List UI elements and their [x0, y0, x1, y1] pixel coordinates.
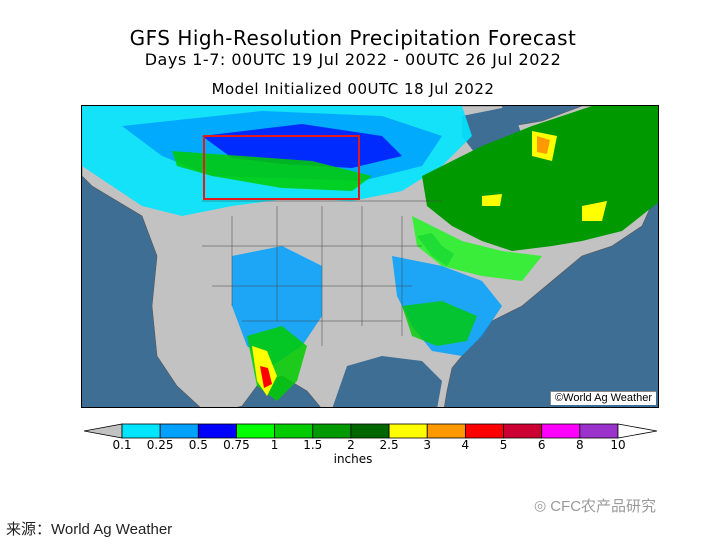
model-init-time: Model Initialized 00UTC 18 Jul 2022 — [211, 80, 495, 98]
legend-swatch — [579, 423, 619, 439]
legend-bar — [84, 423, 658, 439]
legend-tick-label: 3 — [423, 438, 432, 452]
precipitation-map — [81, 105, 659, 408]
legend-swatch — [503, 423, 543, 439]
legend-swatch — [541, 423, 581, 439]
legend-swatch — [274, 423, 314, 439]
legend-tick-label: 0.5 — [188, 438, 208, 452]
gulf-of-mexico — [332, 356, 442, 407]
legend-tick-label: 10 — [610, 438, 626, 452]
legend-tick-label: 1 — [270, 438, 279, 452]
legend-swatch — [159, 423, 199, 439]
legend-swatch — [350, 423, 390, 439]
legend-swatch — [197, 423, 237, 439]
wechat-icon: ◎ — [534, 497, 547, 513]
legend-swatch — [464, 423, 504, 439]
color-legend — [84, 422, 658, 440]
copyright-label: ©World Ag Weather — [550, 391, 656, 405]
legend-swatch — [312, 423, 352, 439]
legend-units: inches — [333, 452, 373, 466]
source-caption: 来源：World Ag Weather — [6, 521, 173, 538]
legend-tick-label: 0.75 — [223, 438, 250, 452]
watermark: ◎ CFC农产品研究 — [534, 495, 656, 516]
legend-swatch — [426, 423, 466, 439]
legend-under-range-arrow — [84, 423, 123, 439]
legend-tick-label: 0.1 — [112, 438, 132, 452]
legend-swatch — [236, 423, 276, 439]
legend-over-range-arrow — [617, 423, 658, 439]
legend-tick-label: 0.25 — [146, 438, 174, 452]
legend-swatch — [121, 423, 161, 439]
legend-swatch — [388, 423, 428, 439]
highlighted-region-box — [203, 135, 360, 200]
legend-tick-label: 4 — [461, 438, 470, 452]
map-graphic — [82, 106, 658, 407]
legend-tick-label: 1.5 — [303, 438, 323, 452]
precip-monsoon-red — [260, 366, 272, 388]
map-title: GFS High-Resolution Precipitation Foreca… — [129, 26, 577, 50]
legend-tick-label: 2.5 — [379, 438, 399, 452]
watermark-text: CFC农产品研究 — [550, 498, 657, 515]
legend-tick-label: 5 — [499, 438, 508, 452]
legend-tick-label: 2 — [347, 438, 355, 452]
precip-lightgreen-east — [412, 216, 542, 281]
precip-orange-east — [537, 136, 550, 154]
title-block: GFS High-Resolution Precipitation Foreca… — [0, 26, 706, 70]
legend-tick-label: 6 — [537, 438, 546, 452]
precip-green-prairie — [172, 151, 372, 191]
legend-tick-label: 8 — [576, 438, 584, 452]
precip-green-southeast — [402, 301, 477, 346]
forecast-period: Days 1-7: 00UTC 19 Jul 2022 - 00UTC 26 J… — [144, 50, 562, 69]
borders — [202, 200, 442, 346]
